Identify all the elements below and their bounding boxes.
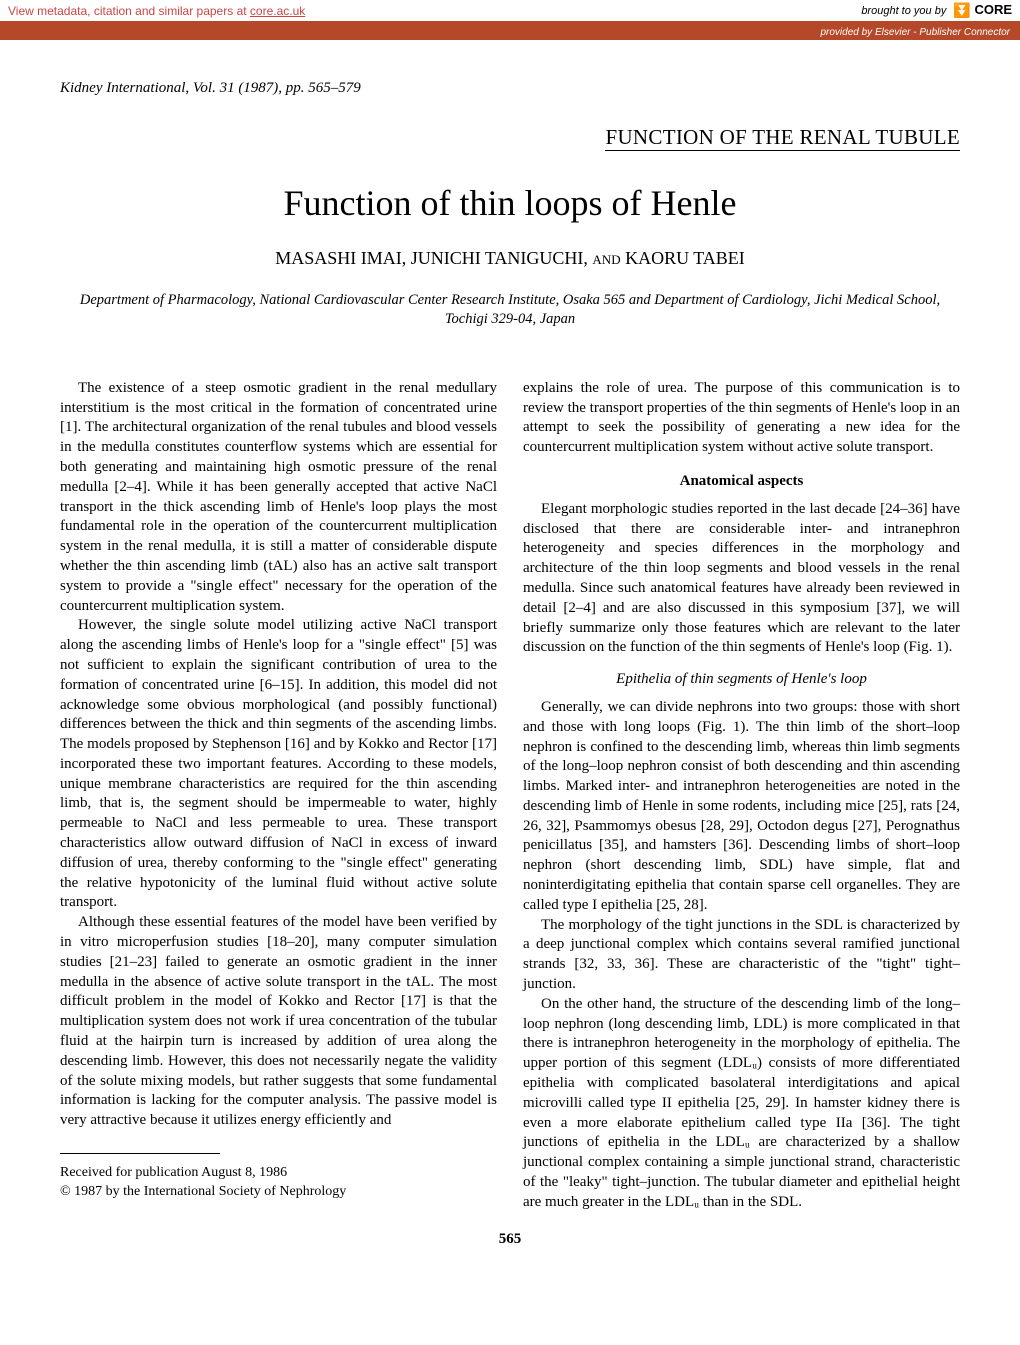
authors-names: MASASHI IMAI, JUNICHI TANIGUCHI, and KAO… bbox=[275, 248, 745, 268]
paragraph: The existence of a steep osmotic gradien… bbox=[60, 379, 497, 617]
section-heading-anatomical: Anatomical aspects bbox=[523, 472, 960, 492]
paragraph: Elegant morphologic studies reported in … bbox=[523, 500, 960, 658]
body-columns: The existence of a steep osmotic gradien… bbox=[60, 379, 960, 1213]
banner-right-prefix: brought to you by bbox=[861, 5, 949, 17]
paragraph: The morphology of the tight junctions in… bbox=[523, 916, 960, 995]
banner-sub-prefix: provided by bbox=[820, 27, 874, 38]
banner-left-prefix: View metadata, citation and similar pape… bbox=[8, 4, 250, 18]
core-label: CORE bbox=[974, 2, 1012, 17]
banner-metadata-text: View metadata, citation and similar pape… bbox=[8, 4, 305, 18]
authors: MASASHI IMAI, JUNICHI TANIGUCHI, and KAO… bbox=[60, 248, 960, 269]
journal-citation: Kidney International, Vol. 31 (1987), pp… bbox=[60, 80, 960, 97]
paper-page: Kidney International, Vol. 31 (1987), pp… bbox=[0, 40, 1020, 1268]
section-header: FUNCTION OF THE RENAL TUBULE bbox=[60, 125, 960, 152]
core-download-icon: ⏬ bbox=[953, 2, 970, 19]
section-header-text: FUNCTION OF THE RENAL TUBULE bbox=[605, 125, 960, 151]
received-footnote: Received for publication August 8, 1986 bbox=[60, 1164, 497, 1182]
paragraph: Generally, we can divide nephrons into t… bbox=[523, 698, 960, 916]
core-link[interactable]: core.ac.uk bbox=[250, 4, 305, 18]
paragraph: Although these essential features of the… bbox=[60, 913, 497, 1131]
copyright-footnote: © 1987 by the International Society of N… bbox=[60, 1183, 497, 1201]
core-banner-sub: provided by Elsevier - Publisher Connect… bbox=[0, 25, 1020, 40]
page-number: 565 bbox=[60, 1231, 960, 1248]
paragraph: explains the role of urea. The purpose o… bbox=[523, 379, 960, 458]
banner-brought-by: brought to you by ⏬ CORE bbox=[861, 2, 1012, 19]
affiliation: Department of Pharmacology, National Car… bbox=[60, 291, 960, 329]
footnote-separator bbox=[60, 1153, 220, 1154]
core-logo[interactable]: ⏬ CORE bbox=[953, 2, 1012, 17]
subsection-heading-epithelia: Epithelia of thin segments of Henle's lo… bbox=[523, 670, 960, 690]
paragraph: On the other hand, the structure of the … bbox=[523, 995, 960, 1213]
paragraph: However, the single solute model utilizi… bbox=[60, 616, 497, 913]
publisher-connector-link[interactable]: Elsevier - Publisher Connector bbox=[875, 27, 1010, 38]
article-title: Function of thin loops of Henle bbox=[60, 182, 960, 224]
core-banner-top: View metadata, citation and similar pape… bbox=[0, 0, 1020, 25]
